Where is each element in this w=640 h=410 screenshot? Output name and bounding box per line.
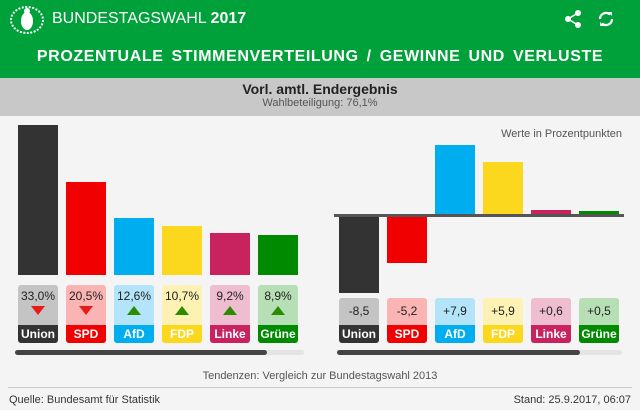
refresh-icon[interactable] xyxy=(595,8,617,30)
share-box-afd[interactable]: 12,6% AfD xyxy=(114,285,154,343)
brand: BUNDESTAGSWAHL 2017 xyxy=(52,10,246,28)
party-label: Linke xyxy=(210,325,250,343)
change-box-linke[interactable]: +0,6 Linke xyxy=(531,298,571,343)
change-value: -5,2 xyxy=(396,304,418,318)
brand-text: BUNDESTAGSWAHL xyxy=(52,10,207,27)
party-label: SPD xyxy=(66,325,106,343)
party-label: FDP xyxy=(162,325,202,343)
compare-note: Tendenzen: Vergleich zur Bundestagswahl … xyxy=(202,370,438,382)
party-label: AfD xyxy=(114,325,154,343)
divider xyxy=(8,387,632,388)
party-label: Union xyxy=(18,325,58,343)
share-bar-linke xyxy=(210,233,250,275)
trend-up-icon xyxy=(127,306,141,315)
change-bar-union xyxy=(339,217,379,293)
share-value: 9,2% xyxy=(216,289,244,303)
share-value: 20,5% xyxy=(68,289,104,303)
change-value: -8,5 xyxy=(348,304,370,318)
trend-up-icon xyxy=(223,306,237,315)
share-bar-fdp xyxy=(162,226,202,275)
share-box-spd[interactable]: 20,5% SPD xyxy=(66,285,106,343)
change-bar-fdp xyxy=(483,162,523,215)
right-note: Werte in Prozentpunkten xyxy=(501,128,622,140)
party-label: SPD xyxy=(387,325,427,343)
header: BUNDESTAGSWAHL 2017 PROZENTUALE STIMMENV… xyxy=(0,0,640,78)
turnout: Wahlbeteiligung: 76,1% xyxy=(262,97,378,109)
trend-down-icon xyxy=(79,306,93,315)
share-value: 10,7% xyxy=(164,289,200,303)
status-band: Vorl. amtl. Endergebnis Wahlbeteiligung:… xyxy=(0,78,640,116)
trend-up-icon xyxy=(175,306,189,315)
change-box-union[interactable]: -8,5 Union xyxy=(339,298,379,343)
share-box-union[interactable]: 33,0% Union xyxy=(18,285,58,343)
party-label: Linke xyxy=(531,325,571,343)
trend-down-icon xyxy=(31,306,45,315)
change-value: +7,9 xyxy=(443,304,467,318)
source: Quelle: Bundesamt für Statistik xyxy=(9,394,161,406)
change-bar-spd xyxy=(387,217,427,264)
change-bar-afd xyxy=(435,144,475,215)
share-value: 12,6% xyxy=(116,289,152,303)
share-value: 33,0% xyxy=(20,289,56,303)
change-value: +5,9 xyxy=(491,304,515,318)
share-bar-grüne xyxy=(258,234,298,275)
zero-line xyxy=(334,214,624,217)
change-box-spd[interactable]: -5,2 SPD xyxy=(387,298,427,343)
change-bar-grüne xyxy=(579,210,619,215)
page-title: PROZENTUALE STIMMENVERTEILUNG / GEWINNE … xyxy=(36,48,604,65)
share-bar-spd xyxy=(66,181,106,275)
share-box-grüne[interactable]: 8,9% Grüne xyxy=(258,285,298,343)
left-scrollbar-thumb[interactable] xyxy=(15,350,267,355)
party-label: Union xyxy=(339,325,379,343)
share-bar-afd xyxy=(114,217,154,275)
party-label: Grüne xyxy=(579,325,619,343)
party-label: Grüne xyxy=(258,325,298,343)
right-scrollbar-thumb[interactable] xyxy=(337,350,580,355)
eagle-logo xyxy=(10,6,44,34)
change-value: +0,5 xyxy=(587,304,611,318)
party-label: FDP xyxy=(483,325,523,343)
result-status: Vorl. amtl. Endergebnis xyxy=(242,81,398,97)
party-label: AfD xyxy=(435,325,475,343)
change-box-fdp[interactable]: +5,9 FDP xyxy=(483,298,523,343)
change-box-afd[interactable]: +7,9 AfD xyxy=(435,298,475,343)
change-bar-linke xyxy=(531,209,571,215)
change-value: +0,6 xyxy=(539,304,563,318)
share-icon[interactable] xyxy=(562,8,584,30)
share-value: 8,9% xyxy=(264,289,292,303)
change-box-grüne[interactable]: +0,5 Grüne xyxy=(579,298,619,343)
share-bar-union xyxy=(18,124,58,275)
trend-up-icon xyxy=(271,306,285,315)
share-box-fdp[interactable]: 10,7% FDP xyxy=(162,285,202,343)
timestamp: Stand: 25.9.2017, 06:07 xyxy=(513,394,631,406)
brand-year: 2017 xyxy=(210,10,247,27)
share-box-linke[interactable]: 9,2% Linke xyxy=(210,285,250,343)
